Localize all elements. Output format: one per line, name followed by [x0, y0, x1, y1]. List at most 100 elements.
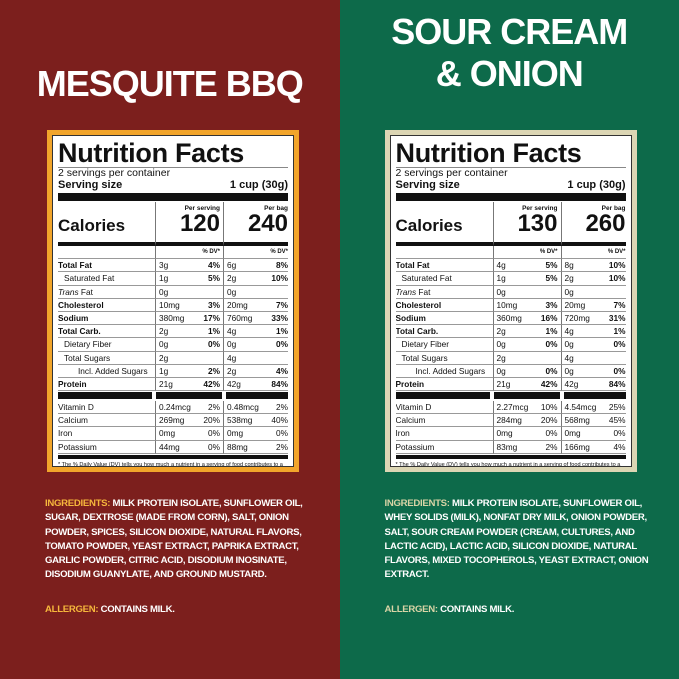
nutrient-name: Trans FatTrans Fat [58, 285, 156, 299]
dv-serving: 2% [208, 402, 220, 413]
nutrient-row: Sodium 380mg 17% 760mg 33% [58, 311, 288, 326]
dv-serving: 0% [545, 365, 558, 376]
dv-bag: 0% [276, 339, 288, 350]
dv-serving: 2% [208, 365, 220, 376]
amount-serving: 44mg [159, 441, 180, 452]
calories-bag: 260 [585, 210, 626, 237]
amount-bag: 4g [227, 352, 237, 363]
amount-bag: 0.48mcg [227, 402, 259, 413]
product-panel: SOUR CREAM & ONION Nutrition Facts 2 serv… [339, 0, 679, 679]
amount-bag: 8g [564, 260, 574, 271]
vitamin-row: Iron 0mg 0% 0mg 0% [395, 427, 626, 441]
amount-bag: 0g [564, 339, 574, 350]
dv-bag: 7% [276, 299, 288, 310]
nutrient-name: Sodium [395, 311, 494, 326]
dv-bag: 10% [608, 273, 626, 284]
vitamin-row: Vitamin D 0.24mcg 2% 0.48mcg 2% [58, 401, 288, 415]
ingredients: INGREDIENTS: MILK PROTEIN ISOLATE, SUNFL… [384, 498, 649, 581]
vitamin-row: Iron 0mg 0% 0mg 0% [58, 427, 288, 441]
amount-serving: 380mg [159, 312, 185, 323]
nutrient-row: Trans FatTrans Fat 0g 0g [58, 285, 288, 299]
ingredients: INGREDIENTS: MILK PROTEIN ISOLATE, SUNFL… [45, 498, 303, 581]
amount-bag: 2g [564, 273, 574, 284]
nutrition-facts-heading: Nutrition Facts [58, 138, 245, 168]
vitamin-row: Calcium 269mg 20% 538mg 40% [58, 414, 288, 428]
vitamin-name: Calcium [395, 414, 494, 428]
dv-bag: 10% [608, 260, 626, 271]
amount-serving: 2.27mcg [496, 402, 529, 413]
nutrient-row: Sodium 360mg 16% 720mg 31% [395, 311, 626, 326]
nutrient-name: Trans FatTrans Fat [395, 285, 494, 299]
dv-serving: 42% [540, 378, 558, 389]
nutrient-row: Saturated Fat 1g 5% 2g 10% [58, 272, 288, 286]
amount-serving: 2g [496, 326, 506, 337]
amount-serving: 0mg [496, 428, 513, 439]
dv-serving: 5% [545, 273, 558, 284]
amount-bag: 720mg [564, 312, 590, 323]
amount-bag: 4g [227, 326, 237, 337]
amount-serving: 10mg [496, 299, 518, 310]
nutrient-row: Protein 21g 42% 42g 84% [58, 377, 288, 392]
nutrient-name: Total Carb. [58, 325, 156, 339]
dv-serving: 20% [203, 415, 220, 426]
dv-serving: 4% [208, 260, 220, 271]
amount-bag: 42g [227, 378, 241, 389]
footnote: * The % Daily Value (DV) tells you how m… [58, 454, 288, 466]
nutrient-name: Incl. Added Sugars [58, 364, 156, 378]
amount-bag: 88mg [227, 441, 248, 452]
dv-bag: 2% [276, 402, 288, 413]
amount-bag: 0mg [564, 428, 581, 439]
amount-serving: 3g [159, 260, 169, 271]
nutrient-name: Dietary Fiber [58, 338, 156, 352]
vitamin-name: Vitamin D [395, 401, 494, 415]
amount-serving: 1g [496, 273, 506, 284]
nutrient-name: Total Fat [58, 259, 156, 273]
dv-bag: 33% [271, 312, 288, 323]
amount-bag: 20mg [227, 299, 248, 310]
product-title: & ONION [435, 53, 584, 94]
nutrient-row: Total Carb. 2g 1% 4g 1% [395, 325, 626, 339]
amount-serving: 1g [159, 273, 169, 284]
amount-bag: 0g [227, 339, 237, 350]
amount-bag: 2g [227, 273, 237, 284]
dv-serving: 5% [545, 260, 558, 271]
nutrient-row: Cholesterol 10mg 3% 20mg 7% [395, 298, 626, 312]
dv-bag: 40% [271, 415, 288, 426]
nutrient-row: Total Sugars 2g 4g [58, 351, 288, 365]
amount-bag: 538mg [227, 415, 253, 426]
dv-bag: 45% [608, 415, 626, 426]
nutrient-row: Trans FatTrans Fat 0g 0g [395, 285, 626, 299]
dv-bag: 10% [271, 273, 288, 284]
amount-bag: 2g [227, 365, 237, 376]
nutrient-row: Saturated Fat 1g 5% 2g 10% [395, 272, 626, 286]
amount-serving: 4g [496, 260, 506, 271]
nutrient-row: Total Fat 4g 5% 8g 10% [395, 259, 626, 273]
amount-serving: 0g [159, 339, 169, 350]
amount-serving: 2g [159, 326, 169, 337]
dv-bag: 1% [276, 326, 288, 337]
amount-bag: 0mg [227, 428, 244, 439]
vitamin-name: Iron [58, 427, 156, 441]
dv-bag: 0% [613, 428, 626, 439]
amount-bag: 166mg [564, 441, 590, 452]
dv-bag: 84% [608, 378, 626, 389]
product-title: SOUR CREAM [391, 11, 628, 52]
dv-serving: 42% [203, 378, 220, 389]
dv-serving: 3% [545, 299, 558, 310]
dv-bag: 0% [613, 365, 626, 376]
amount-serving: 0.24mcg [159, 402, 191, 413]
serving-size: Serving size 1 cup (30g) [58, 179, 288, 191]
dv-serving: 3% [208, 299, 220, 310]
vitamin-name: Iron [395, 427, 494, 441]
dv-serving: 0% [208, 441, 220, 452]
amount-serving: 83mg [496, 441, 518, 452]
amount-bag: 4g [564, 326, 574, 337]
product-panel: MESQUITE BBQ Nutrition Facts 2 servings … [0, 0, 340, 679]
calories-bag: 240 [247, 210, 288, 237]
amount-serving: 21g [159, 378, 173, 389]
dv-bag: 8% [276, 260, 288, 271]
nutrient-name: Protein [395, 377, 494, 392]
calories-row: Calories Per serving 130 Per bag 260 [395, 202, 626, 246]
dv-serving: 5% [208, 273, 220, 284]
